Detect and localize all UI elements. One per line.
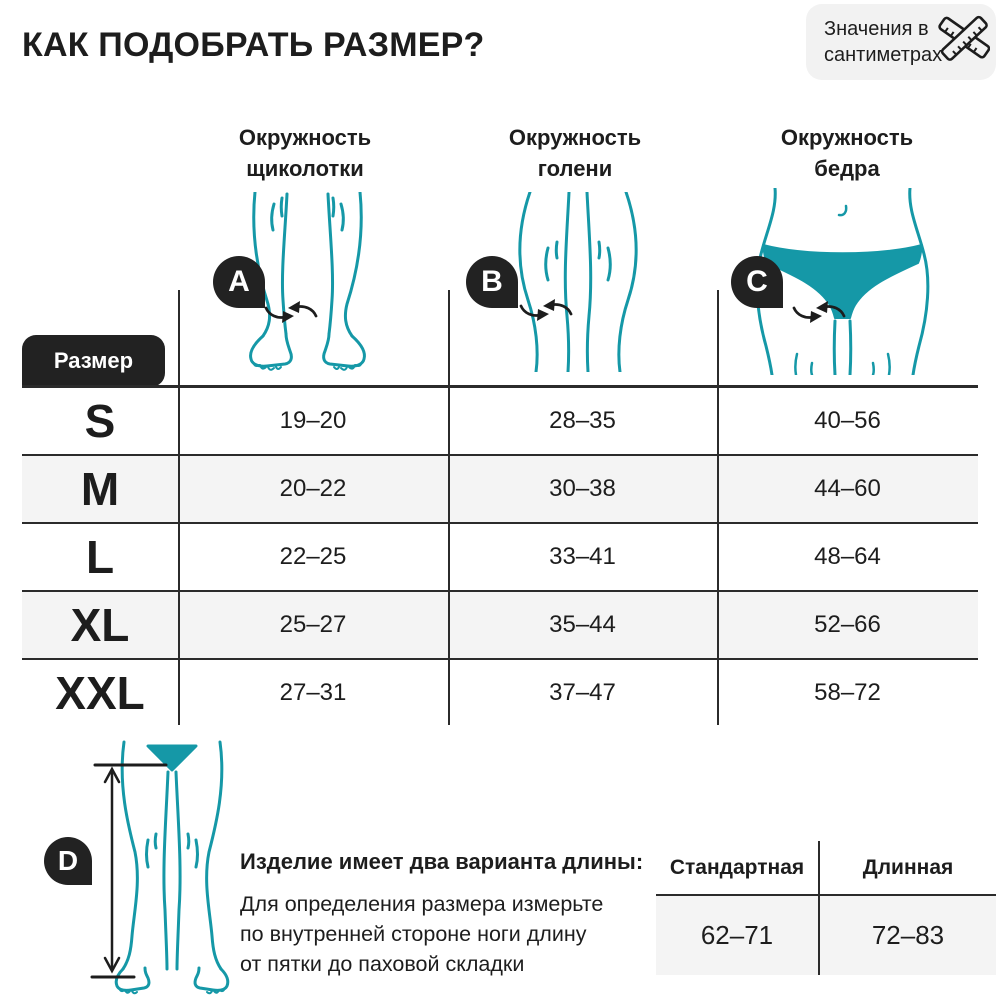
ankle-range: 19–20 [279, 407, 347, 434]
column-divider [178, 290, 180, 725]
marker-badge-a: A [213, 256, 265, 308]
hip-illustration [735, 186, 950, 380]
ankle-range: 22–25 [279, 543, 347, 570]
ankle-range: 27–31 [279, 679, 347, 706]
table-row-l: L 22–25 33–41 48–64 [22, 523, 978, 591]
length-val-standard: 62–71 [700, 920, 774, 950]
hip-range: 58–72 [814, 679, 881, 706]
row-divider [22, 454, 978, 456]
length-table: Стандартная Длинная 62–71 72–83 [656, 841, 996, 975]
length-heading: Изделие имеет два варианта длины: [240, 849, 644, 874]
length-note-line: по внутренней стороне ноги длину [240, 922, 587, 946]
length-col-standard: Стандартная [669, 855, 805, 879]
size-label: XL [70, 599, 130, 651]
calf-range: 35–44 [549, 611, 616, 638]
ankle-range: 25–27 [279, 611, 347, 638]
page-title: КАК ПОДОБРАТЬ РАЗМЕР? [22, 26, 485, 64]
leg-length-illustration [88, 740, 273, 1000]
table-row-s: S 19–20 28–35 40–56 [22, 387, 978, 455]
calf-range: 37–47 [549, 679, 616, 706]
calf-range: 33–41 [549, 543, 616, 570]
size-column-label: Размер [22, 335, 165, 387]
calf-range: 28–35 [549, 407, 616, 434]
table-row-xxl: XXL 27–31 37–47 58–72 [22, 659, 978, 727]
circumference-arrow-icon-a [263, 299, 319, 330]
column-divider [717, 290, 719, 725]
column-header-calf: Окружность голени [508, 125, 642, 181]
table-row-m: M 20–22 30–38 44–60 [22, 455, 978, 523]
length-note-line: Для определения размера измерьте [240, 892, 604, 916]
calf-illustration [490, 190, 670, 377]
units-panel: Значения в сантиметрах [806, 4, 996, 80]
length-arrow-icon [90, 763, 168, 979]
marker-badge-c: C [731, 256, 783, 308]
ankle-range: 20–22 [279, 475, 347, 502]
length-table-divider [818, 841, 820, 975]
marker-badge-b: B [466, 256, 518, 308]
length-val-long: 72–83 [871, 920, 945, 950]
row-divider [22, 522, 978, 524]
column-header-hip: Окружность бедра [780, 125, 914, 181]
row-divider [22, 590, 978, 592]
ankle-illustration [225, 190, 390, 379]
hip-range: 44–60 [814, 475, 881, 502]
circumference-arrow-icon-c [788, 299, 850, 330]
length-table-values-bg [656, 896, 996, 975]
column-header-ankle: Окружность щиколотки [238, 125, 372, 181]
length-table-header-line [656, 894, 996, 896]
length-note: Для определения размера измерьте по внут… [240, 889, 603, 979]
circumference-arrow-icon-b [518, 297, 574, 328]
calf-range: 30–38 [549, 475, 616, 502]
units-note: Значения в сантиметрах [824, 16, 942, 68]
length-col-long: Длинная [862, 855, 954, 879]
column-divider [448, 290, 450, 725]
table-header-line [22, 385, 978, 388]
hip-range: 52–66 [814, 611, 881, 638]
size-label: L [85, 531, 115, 583]
size-label: S [84, 395, 116, 447]
hip-range: 48–64 [814, 543, 881, 570]
table-row-xl: XL 25–27 35–44 52–66 [22, 591, 978, 659]
row-divider [22, 658, 978, 660]
length-note-line: от пятки до паховой складки [240, 952, 525, 976]
size-label: M [80, 463, 120, 515]
ruler-icon [938, 10, 991, 71]
units-note-line1: Значения в [824, 18, 929, 40]
marker-badge-d: D [44, 837, 92, 885]
hip-range: 40–56 [814, 407, 881, 434]
size-label: XXL [55, 667, 145, 719]
units-note-line2: сантиметрах [824, 44, 943, 66]
